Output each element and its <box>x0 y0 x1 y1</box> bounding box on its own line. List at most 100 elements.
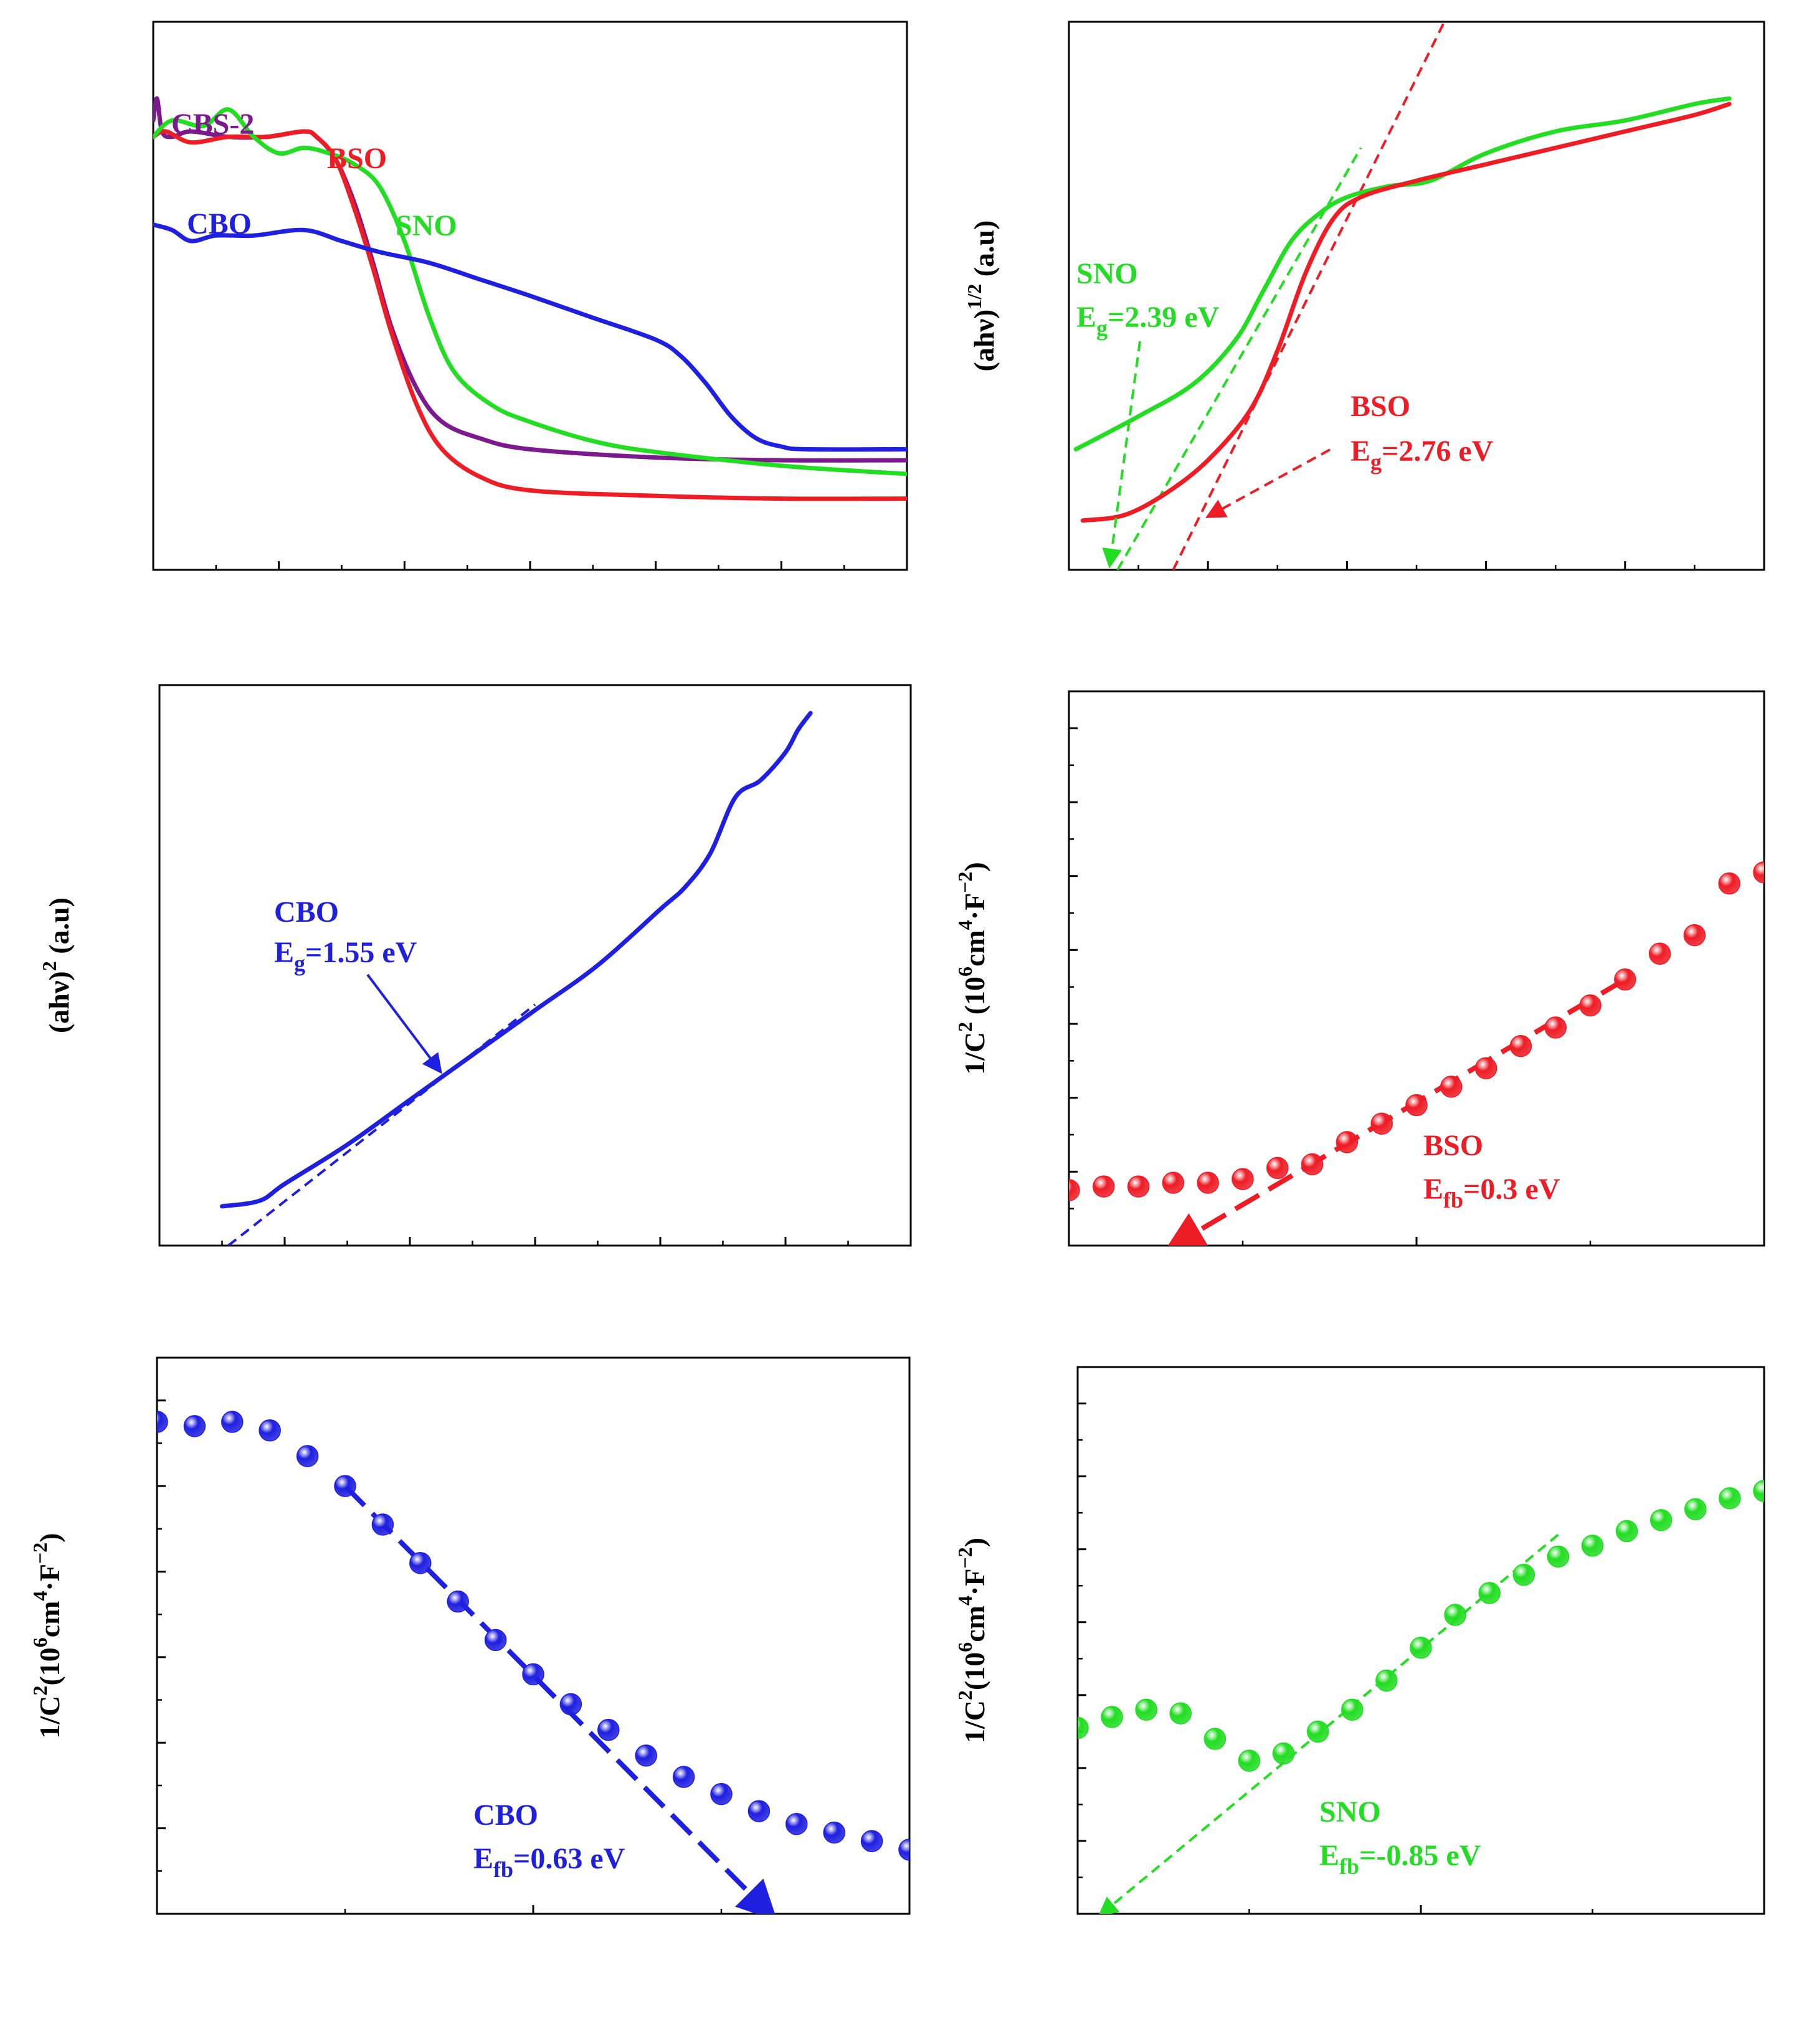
data-point <box>1474 1057 1497 1079</box>
y-axis-label: (ahν)1/2 (a.u) <box>963 220 1000 372</box>
data-point <box>1135 1698 1157 1721</box>
y-axis-label: 1/C2(106cm4·F−2) <box>29 1533 65 1738</box>
annotation-label: SNO <box>396 209 457 242</box>
annotation-label: SNO <box>1076 257 1138 290</box>
data-point <box>1203 1728 1227 1750</box>
annotation-label: BSO <box>1350 390 1410 423</box>
data-point <box>1648 942 1671 965</box>
plot-area <box>157 1411 909 1914</box>
panel-a: CBS-2 BSO CBO SNO <box>152 21 908 571</box>
data-point <box>1266 1157 1289 1180</box>
data-point <box>1718 872 1740 895</box>
panel-c: (ahν)2 (a.u) CBO Eg=1.55 eV <box>38 684 912 1247</box>
data-point <box>1581 1535 1604 1557</box>
data-point <box>1509 1034 1532 1057</box>
data-point <box>748 1800 771 1822</box>
data-point <box>1238 1749 1261 1772</box>
data-point <box>1336 1131 1359 1153</box>
panel-b: (ahν)1/2 (a.u) SNO Eg=2.39 eV BSO Eg=2.76 eV <box>963 21 1765 571</box>
annotation-label: CBO <box>473 1799 538 1832</box>
data-point <box>157 1411 168 1433</box>
y-axis-label: 1/C2(106cm4·F−2) <box>954 1538 990 1743</box>
data-point <box>1719 1487 1741 1510</box>
data-point <box>522 1663 544 1686</box>
data-point <box>1197 1171 1219 1194</box>
data-point <box>334 1475 356 1497</box>
data-point <box>559 1693 582 1716</box>
plot-area <box>1069 861 1764 1246</box>
data-point <box>597 1718 620 1741</box>
data-point <box>259 1419 281 1442</box>
annotation-label: Efb=0.3 eV <box>1423 1173 1560 1213</box>
panel-d: 1/C2 (106cm4·F−2) BSO Efb=0.3 eV <box>954 690 1765 1247</box>
annotation-label: CBO <box>274 896 339 929</box>
data-point <box>1162 1171 1185 1194</box>
data-point <box>1579 994 1602 1017</box>
data-point <box>1101 1706 1123 1728</box>
series-line-sno <box>1073 96 1732 452</box>
data-point <box>860 1830 883 1852</box>
annotation-label: CBS-2 <box>171 108 254 141</box>
tangent-line <box>1172 22 1446 570</box>
plot-frame <box>1068 690 1765 1247</box>
annotation-arrow <box>1205 448 1331 518</box>
data-point <box>371 1513 394 1536</box>
data-point <box>447 1590 469 1613</box>
data-point <box>1615 1520 1638 1543</box>
data-point <box>823 1821 845 1844</box>
data-point <box>635 1744 657 1767</box>
data-point <box>484 1629 507 1652</box>
data-point <box>1370 1112 1393 1135</box>
data-point <box>672 1766 695 1788</box>
series-line-sno <box>153 107 907 476</box>
data-point <box>1440 1076 1463 1098</box>
annotation-label: BSO <box>327 142 387 175</box>
plot-area <box>1078 1480 1764 1914</box>
series-line-cbo <box>220 711 813 1209</box>
annotation-label: CBO <box>187 207 252 240</box>
annotation-label: BSO <box>1423 1129 1483 1162</box>
series-line-cbs-2 <box>153 96 907 463</box>
data-point <box>1544 1016 1567 1039</box>
y-axis-label: (ahν)2 (a.u) <box>38 897 75 1033</box>
plot-area <box>1073 22 1732 570</box>
data-point <box>1649 1509 1673 1531</box>
annotation-label: SNO <box>1319 1796 1381 1829</box>
data-point <box>409 1551 432 1574</box>
data-point <box>1405 1094 1428 1117</box>
annotation-label: Eg=1.55 eV <box>274 936 417 976</box>
data-point <box>1614 968 1636 991</box>
data-point <box>1127 1175 1150 1198</box>
series-line-bso <box>1080 102 1732 523</box>
panel-e: 1/C2(106cm4·F−2) CBO Efb=0.63 eV <box>29 1356 911 1915</box>
data-point <box>221 1411 244 1433</box>
plot-area <box>153 96 907 501</box>
data-point <box>1512 1563 1535 1586</box>
annotation-label: Efb=0.63 eV <box>473 1842 625 1882</box>
y-axis-label: 1/C2 (106cm4·F−2) <box>954 862 990 1075</box>
data-point <box>1093 1175 1115 1198</box>
data-point <box>1301 1153 1324 1176</box>
data-point <box>1169 1702 1192 1725</box>
data-point <box>1069 1179 1080 1201</box>
plot-area <box>220 711 813 1246</box>
data-point <box>296 1445 319 1467</box>
data-point <box>785 1812 808 1835</box>
data-point <box>1684 1498 1707 1521</box>
data-point <box>710 1782 733 1805</box>
data-point <box>1478 1582 1501 1604</box>
annotation-label: Eg=2.76 eV <box>1350 435 1494 475</box>
plot-frame <box>158 684 912 1247</box>
data-point <box>183 1415 206 1437</box>
data-point <box>1410 1636 1432 1659</box>
data-point <box>1683 924 1706 947</box>
annotation-arrow <box>1102 341 1141 569</box>
data-point <box>1753 861 1764 884</box>
data-point <box>1232 1168 1254 1190</box>
data-point <box>1547 1545 1570 1568</box>
data-point <box>1444 1604 1466 1626</box>
annotation-label: Efb=-0.85 eV <box>1319 1839 1481 1879</box>
series-line-cbo <box>153 222 907 452</box>
data-point <box>1375 1669 1398 1692</box>
series-line-bso <box>153 129 907 501</box>
